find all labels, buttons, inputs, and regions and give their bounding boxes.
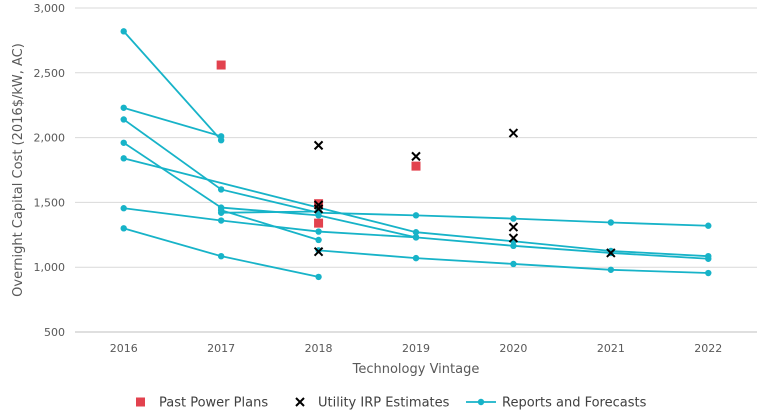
utility-irp-series: [313, 128, 616, 258]
series-point: [412, 234, 420, 241]
legend-circle-icon: [477, 398, 485, 406]
y-tick-label: 3,000: [34, 2, 66, 15]
series-point: [607, 266, 615, 273]
legend-label-utility-irp: Utility IRP Estimates: [318, 396, 450, 411]
utility-irp-point: [313, 140, 324, 151]
series-line: [123, 207, 417, 239]
series-line: [221, 210, 319, 214]
series-point: [120, 116, 127, 123]
series-point: [412, 212, 420, 219]
series-point: [120, 139, 127, 146]
past-power-plan-point: [216, 60, 226, 70]
utility-irp-point: [313, 246, 324, 257]
series-point: [705, 252, 712, 260]
legend-square-icon: [136, 397, 145, 407]
series-point: [120, 225, 127, 232]
series-line: [123, 227, 319, 278]
utility-irp-point: [508, 233, 519, 243]
y-tick-label: 1,500: [34, 196, 66, 209]
series-point: [315, 236, 322, 244]
series-point: [120, 104, 127, 111]
y-axis-ticks: 500 1,000 1,500 2,000 2,500 3,000: [34, 2, 66, 339]
series-line: [123, 142, 709, 260]
series-point: [217, 217, 225, 224]
y-tick-label: 2,500: [34, 67, 66, 80]
series-point: [510, 242, 517, 250]
x-axis-ticks: 2016 2017 2018 2019 2020 2021 2022: [110, 342, 723, 355]
past-power-plan-point: [411, 161, 421, 171]
series-point: [705, 269, 712, 277]
x-tick-label: 2022: [694, 342, 722, 355]
series-point: [510, 215, 517, 222]
series-point: [607, 219, 615, 226]
series-point: [315, 228, 322, 235]
legend-label-past-power-plans: Past Power Plans: [159, 396, 268, 411]
series-line: [220, 209, 319, 241]
series-point: [315, 273, 322, 281]
x-tick-label: 2019: [402, 342, 430, 355]
series-point: [217, 252, 225, 260]
series-point: [217, 186, 225, 193]
legend-label-reports: Reports and Forecasts: [502, 396, 647, 411]
series-point: [120, 155, 127, 162]
y-tick-label: 2,000: [34, 132, 66, 145]
utility-irp-point: [508, 128, 519, 138]
series-point: [120, 28, 127, 35]
series-point: [412, 254, 420, 262]
x-tick-label: 2016: [110, 342, 138, 355]
x-tick-label: 2017: [207, 342, 235, 355]
reports-and-forecasts-series: [120, 28, 712, 281]
x-tick-label: 2020: [499, 342, 527, 355]
series-line: [123, 118, 709, 227]
y-tick-label: 1,000: [34, 261, 66, 274]
legend-x-icon: [295, 397, 305, 407]
utility-irp-point: [508, 222, 519, 232]
utility-irp-point: [606, 248, 616, 258]
legend: Past Power Plans Utility IRP Estimates Rep…: [136, 396, 647, 411]
series-line: [123, 106, 222, 138]
utility-irp-point: [411, 151, 421, 162]
x-axis-title: Technology Vintage: [352, 362, 480, 377]
series-point: [412, 229, 420, 236]
series-point: [217, 133, 225, 140]
series-line: [123, 30, 222, 141]
series-point: [705, 222, 712, 229]
gridlines: [75, 7, 757, 268]
y-axis-title: Overnight Capital Cost (2016$/kW, AC): [11, 43, 26, 297]
series-point: [217, 206, 225, 214]
series-point: [510, 260, 517, 268]
series-point: [120, 205, 127, 212]
y-tick-label: 500: [44, 326, 65, 339]
series-line: [123, 157, 709, 258]
past-power-plan-point: [314, 218, 324, 228]
utility-irp-point: [313, 200, 324, 210]
x-tick-label: 2018: [305, 342, 333, 355]
x-tick-label: 2021: [597, 342, 625, 355]
utility-irp-point: [313, 204, 324, 214]
